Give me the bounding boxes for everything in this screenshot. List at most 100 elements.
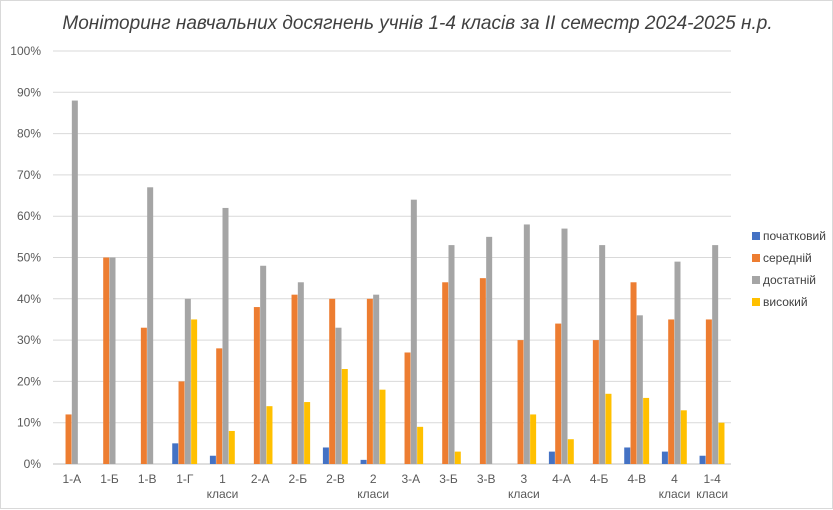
y-tick-label: 70%	[17, 168, 41, 182]
bar-високий	[680, 410, 687, 464]
bar-середній	[479, 278, 486, 464]
x-tick-label: 1-4	[703, 472, 721, 486]
bar-середній	[253, 307, 260, 464]
x-tick-label: 1-Г	[176, 472, 194, 486]
bar-достатній	[260, 265, 267, 464]
x-tick-label: класи	[696, 487, 728, 501]
x-tick-label: 4	[671, 472, 678, 486]
legend-label: середній	[763, 251, 812, 265]
bar-достатній	[448, 245, 455, 464]
bar-середній	[178, 381, 185, 464]
legend-label: достатній	[763, 273, 816, 287]
bar-достатній	[147, 187, 154, 465]
bar-високий	[379, 389, 386, 464]
bar-достатній	[109, 257, 116, 464]
y-tick-label: 30%	[17, 333, 41, 347]
bar-достатній	[184, 298, 191, 464]
bar-достатній	[71, 100, 78, 464]
y-tick-label: 90%	[17, 85, 41, 99]
bar-високий	[266, 406, 273, 464]
bar-середній	[630, 282, 637, 464]
bar-середній	[329, 298, 336, 464]
x-tick-label: 3-А	[401, 472, 420, 486]
x-tick-label: 3-Б	[439, 472, 458, 486]
bar-початковий	[548, 451, 555, 464]
y-tick-label: 60%	[17, 209, 41, 223]
bar-достатній	[222, 207, 229, 464]
bar-високий	[567, 439, 574, 464]
legend-swatch	[752, 276, 760, 284]
x-tick-label: класи	[357, 487, 389, 501]
bar-початковий	[172, 443, 179, 464]
bar-достатній	[712, 245, 719, 464]
legend-swatch	[752, 232, 760, 240]
bar-достатній	[335, 327, 342, 464]
legend-label: високий	[763, 295, 808, 309]
y-tick-label: 0%	[24, 457, 42, 471]
bar-високий	[605, 393, 612, 464]
bar-початковий	[699, 455, 706, 464]
bar-початковий	[624, 447, 631, 464]
x-tick-label: 2-В	[326, 472, 345, 486]
bar-високий	[304, 402, 311, 464]
bar-початковий	[661, 451, 668, 464]
x-tick-label: 3	[520, 472, 527, 486]
bar-середній	[517, 340, 524, 464]
legend-swatch	[752, 254, 760, 262]
x-tick-label: 1-Б	[100, 472, 119, 486]
bar-високий	[643, 397, 650, 464]
bar-середній	[366, 298, 373, 464]
bar-достатній	[373, 294, 380, 464]
bar-високий	[341, 369, 348, 464]
legend-swatch	[752, 298, 760, 306]
x-tick-label: 3-В	[477, 472, 496, 486]
bar-високий	[417, 426, 424, 464]
bar-достатній	[297, 282, 304, 464]
bar-достатній	[636, 315, 643, 464]
bar-початковий	[322, 447, 329, 464]
bar-високий	[228, 430, 235, 464]
y-tick-label: 80%	[17, 127, 41, 141]
x-tick-label: класи	[659, 487, 691, 501]
bar-середній	[668, 319, 675, 464]
bar-високий	[530, 414, 537, 464]
bar-середній	[404, 352, 411, 464]
bar-достатній	[599, 245, 606, 464]
bar-високий	[191, 319, 198, 464]
bar-середній	[65, 414, 72, 464]
bar-середній	[103, 257, 110, 464]
bar-достатній	[523, 224, 530, 464]
chart-title: Моніторинг навчальних досягнень учнів 1-…	[62, 13, 773, 34]
y-tick-label: 20%	[17, 374, 41, 388]
y-tick-label: 10%	[17, 416, 41, 430]
y-tick-label: 50%	[17, 251, 41, 265]
bar-середній	[442, 282, 449, 464]
bar-достатній	[561, 228, 568, 464]
x-tick-label: 4-А	[552, 472, 571, 486]
x-tick-label: 4-Б	[590, 472, 609, 486]
bar-середній	[555, 323, 562, 464]
x-tick-label: 2-Б	[289, 472, 308, 486]
legend-label: початковий	[763, 229, 826, 243]
bar-середній	[216, 348, 223, 464]
bar-достатній	[674, 261, 681, 464]
bar-високий	[718, 422, 725, 464]
bar-середній	[705, 319, 712, 464]
x-tick-label: 2-А	[251, 472, 270, 486]
bar-середній	[291, 294, 298, 464]
x-tick-label: 4-В	[627, 472, 646, 486]
bar-достатній	[486, 236, 493, 464]
y-tick-label: 100%	[10, 44, 41, 58]
bar-високий	[454, 451, 461, 464]
x-tick-label: класи	[207, 487, 239, 501]
bar-початковий	[360, 459, 367, 464]
x-tick-label: 1-А	[62, 472, 81, 486]
bar-початковий	[209, 455, 216, 464]
x-tick-label: 2	[370, 472, 377, 486]
bar-достатній	[410, 199, 417, 464]
bar-середній	[140, 327, 147, 464]
x-tick-label: 1	[219, 472, 226, 486]
y-tick-label: 40%	[17, 292, 41, 306]
